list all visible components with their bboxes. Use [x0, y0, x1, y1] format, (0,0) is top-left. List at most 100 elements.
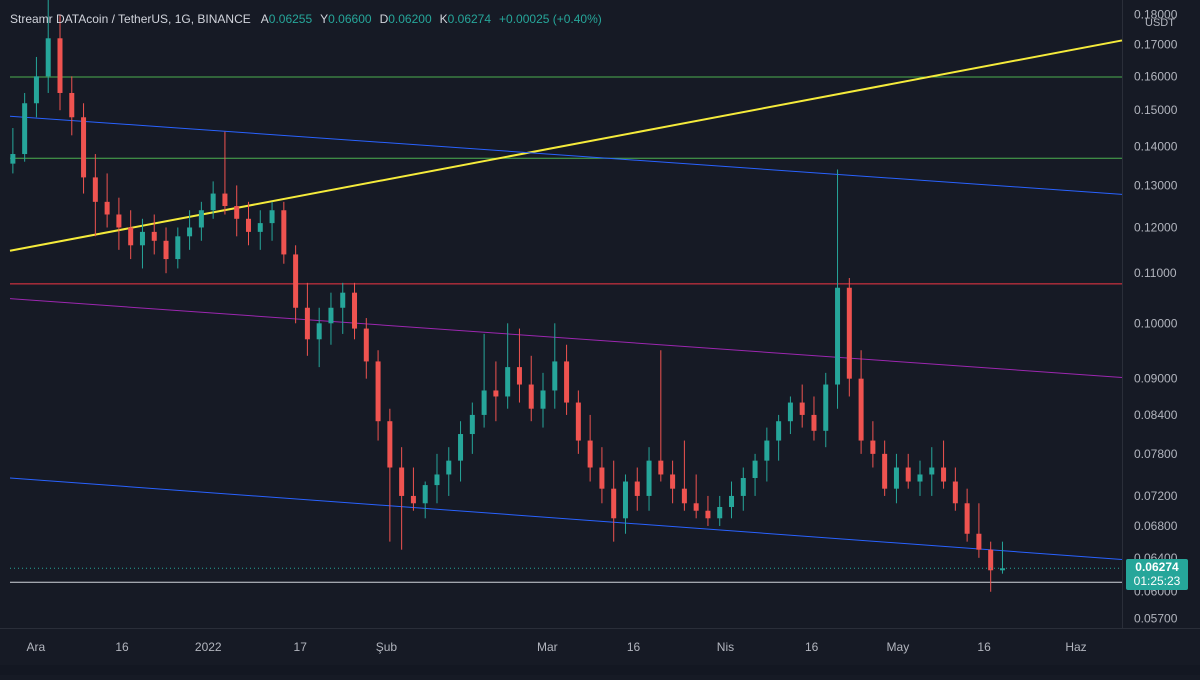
- candle-body: [69, 92, 75, 118]
- price-tick-label: 0.10000: [1134, 316, 1178, 330]
- price-tick-label: 0.05700: [1134, 612, 1178, 626]
- candle-body: [587, 440, 593, 468]
- time-tick-label: 17: [294, 640, 308, 654]
- candle-body: [564, 361, 570, 403]
- candle-body: [575, 402, 581, 441]
- price-tick-label: 0.09000: [1134, 372, 1178, 386]
- candle-body: [787, 402, 793, 422]
- candle-body: [693, 503, 699, 511]
- candle-body: [740, 477, 746, 496]
- low-label: D: [379, 12, 389, 26]
- time-tick-label: May: [887, 640, 910, 654]
- price-tick-label: 0.07800: [1134, 447, 1178, 461]
- price-tick-label: 0.18000: [1134, 7, 1178, 21]
- candle-body: [139, 231, 145, 246]
- candle-body: [175, 236, 181, 260]
- candle-body: [340, 292, 346, 308]
- candle-body: [646, 460, 652, 496]
- candle-body: [187, 227, 193, 237]
- candle-body: [505, 367, 511, 397]
- candle-body: [729, 495, 735, 507]
- candle-body: [611, 488, 617, 519]
- candle-body: [999, 568, 1005, 571]
- price-tick-label: 0.12000: [1134, 220, 1178, 234]
- candle-body: [151, 231, 157, 241]
- candle-body: [245, 218, 251, 232]
- candle-body: [57, 38, 63, 93]
- candle-body: [387, 421, 393, 468]
- candle-body: [811, 414, 817, 431]
- yellow-trendline: [9, 39, 1123, 252]
- price-tick-label: 0.17000: [1134, 37, 1178, 51]
- candle-body: [352, 292, 358, 329]
- candle-body: [10, 154, 16, 164]
- candle-body: [870, 440, 876, 454]
- time-tick-label: 16: [805, 640, 819, 654]
- candle-body: [328, 307, 334, 324]
- time-tick-label: Ara: [27, 640, 46, 654]
- candle-body: [893, 467, 899, 489]
- candle-body: [752, 460, 758, 478]
- candle-body: [222, 193, 228, 207]
- candle-body: [422, 485, 428, 504]
- time-tick-label: 2022: [195, 640, 222, 654]
- price-axis-unit: USDT: [1145, 17, 1175, 29]
- candle-body: [929, 467, 935, 475]
- time-tick-label: 16: [115, 640, 129, 654]
- candle-body: [846, 287, 852, 379]
- price-tick-label: 0.16000: [1134, 69, 1178, 83]
- candle-body: [516, 367, 522, 385]
- candle-body: [670, 474, 676, 489]
- last-price-tag: 0.06274 01:25:23: [1126, 559, 1188, 591]
- candle-body: [528, 384, 534, 409]
- candle-body: [316, 323, 322, 340]
- candle-body: [882, 453, 888, 489]
- candle-body: [599, 467, 605, 489]
- candle-body: [858, 378, 864, 441]
- blue-channel-lower: [9, 477, 1123, 560]
- candle-body: [622, 481, 628, 519]
- price-tick-label: 0.06800: [1134, 519, 1178, 533]
- last-price: 0.06274: [1135, 560, 1179, 575]
- candle-body: [22, 103, 28, 155]
- candle-body: [705, 510, 711, 519]
- time-tick-label: Mar: [537, 640, 558, 654]
- symbol-legend: Streamr DATAcoin / TetherUS, 1G, BINANCE…: [10, 12, 602, 26]
- candle-body: [658, 460, 664, 475]
- open-value: 0.06255: [268, 12, 313, 26]
- candle-body: [281, 210, 287, 255]
- purple-midline: [9, 298, 1123, 378]
- candle-body: [469, 414, 475, 435]
- bar-countdown: 01:25:23: [1133, 574, 1181, 589]
- time-tick-label: Nis: [717, 640, 734, 654]
- candle-body: [540, 390, 546, 409]
- candle-body: [434, 474, 440, 486]
- symbol-title: Streamr DATAcoin / TetherUS, 1G, BINANCE: [10, 12, 251, 26]
- price-tick-label: 0.15000: [1134, 103, 1178, 117]
- candle-body: [257, 223, 263, 232]
- price-tick-label: 0.08400: [1134, 408, 1178, 422]
- candle-body: [399, 467, 405, 496]
- candle-body: [104, 201, 110, 215]
- candle-body: [128, 227, 134, 246]
- candle-body: [458, 434, 464, 461]
- candle-body: [964, 503, 970, 534]
- candle-body: [234, 206, 240, 219]
- price-axis-panel: [1122, 0, 1200, 665]
- candle-body: [917, 474, 923, 482]
- price-tick-label: 0.14000: [1134, 139, 1178, 153]
- candle-body: [952, 481, 958, 504]
- close-label: K: [439, 12, 448, 26]
- candle-body: [304, 307, 310, 340]
- time-tick-label: Şub: [376, 640, 398, 654]
- candle-body: [552, 361, 558, 391]
- candle-body: [976, 533, 982, 550]
- candle-body: [210, 193, 216, 211]
- candle-body: [92, 177, 98, 202]
- candle-body: [764, 440, 770, 461]
- candle-body: [116, 214, 122, 228]
- candle-body: [905, 467, 911, 482]
- candle-body: [799, 402, 805, 415]
